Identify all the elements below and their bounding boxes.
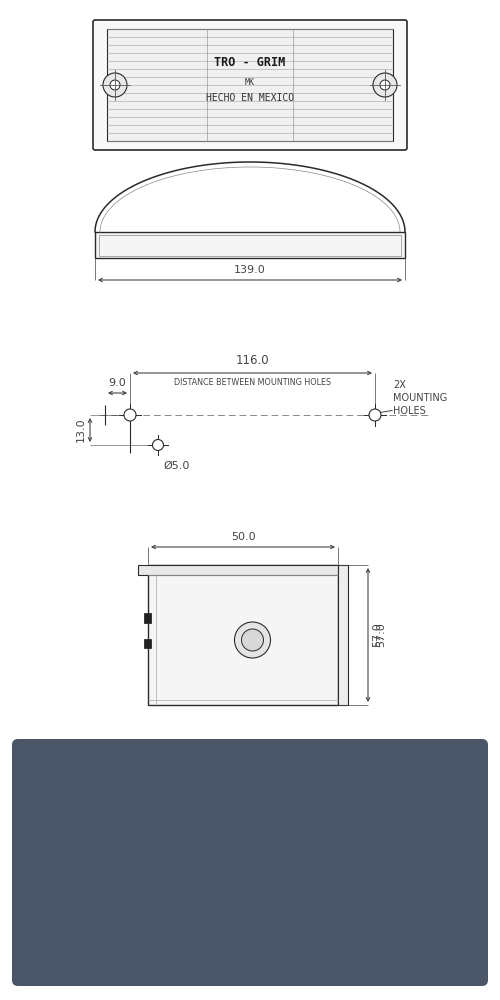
Text: 57.0: 57.0 — [376, 623, 386, 647]
Bar — [95, 232, 405, 258]
Text: Ø5.0: Ø5.0 — [163, 461, 190, 471]
Circle shape — [242, 629, 264, 651]
Text: 2X
MOUNTING
HOLES: 2X MOUNTING HOLES — [393, 380, 448, 416]
Text: LENGTH 139 MM: LENGTH 139 MM — [167, 824, 333, 842]
Text: WIDTH 57 MM: WIDTH 57 MM — [179, 856, 321, 874]
Bar — [144, 613, 151, 623]
Circle shape — [369, 409, 381, 421]
Bar — [148, 565, 338, 705]
Text: 9.0: 9.0 — [108, 378, 126, 388]
Circle shape — [124, 409, 136, 421]
Bar — [144, 639, 151, 648]
Text: DEPTH 54 MM: DEPTH 54 MM — [180, 888, 320, 906]
Text: TRO - GRIM: TRO - GRIM — [214, 56, 286, 69]
FancyBboxPatch shape — [12, 739, 488, 986]
Text: DISTANCE BETWEEN MOUNTING HOLES: DISTANCE BETWEEN MOUNTING HOLES — [174, 378, 331, 387]
Bar — [338, 565, 348, 705]
Circle shape — [380, 80, 390, 90]
Text: 13.0: 13.0 — [76, 418, 86, 442]
Circle shape — [110, 80, 120, 90]
Text: HECHO EN MEXICO: HECHO EN MEXICO — [206, 93, 294, 103]
Bar — [99, 235, 401, 256]
Text: 116.0: 116.0 — [236, 354, 270, 367]
Text: 50.0: 50.0 — [230, 532, 256, 542]
Circle shape — [373, 73, 397, 97]
Circle shape — [152, 440, 164, 450]
FancyBboxPatch shape — [93, 20, 407, 150]
Circle shape — [103, 73, 127, 97]
Circle shape — [234, 622, 270, 658]
Text: 57.0: 57.0 — [372, 623, 382, 647]
Bar — [138, 565, 338, 575]
Text: 139.0: 139.0 — [234, 265, 266, 275]
Bar — [107, 29, 393, 141]
Text: MK: MK — [245, 78, 255, 87]
